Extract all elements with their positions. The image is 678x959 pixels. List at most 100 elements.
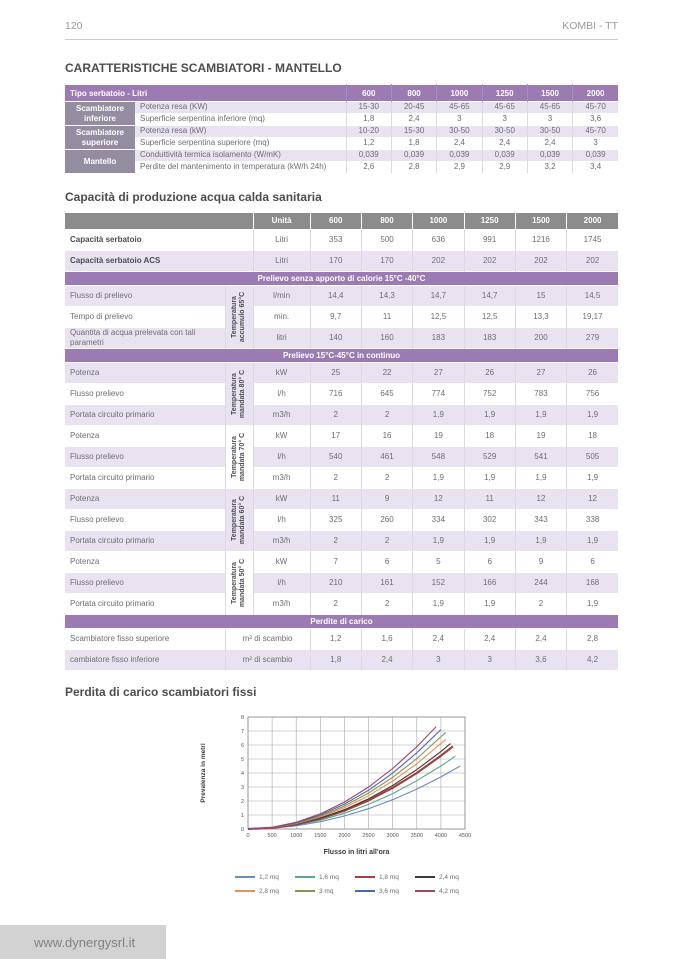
value-cell: 2 <box>360 467 413 488</box>
legend-swatch-icon <box>235 890 255 892</box>
table-row: Scambiatore fisso superiore m² di scambio… <box>65 628 618 649</box>
unit-cell: l/min <box>252 285 311 306</box>
column-header: 1000 <box>436 84 483 102</box>
group-header-cell: Scambiatore inferiore <box>65 101 136 126</box>
unit-cell: m² di scambio <box>224 649 311 670</box>
unit-column-header: Unità <box>252 212 311 229</box>
value-cell: 152 <box>412 572 465 593</box>
value-cell: 26 <box>566 362 618 383</box>
table-row: Tempo di prelievo min. 9,7 11 12,5 12,5 13,3 19… <box>65 306 618 327</box>
value-cell: 12,5 <box>463 306 516 327</box>
value-cell: 14,7 <box>412 285 465 306</box>
value-cell: 0,039 <box>526 149 573 162</box>
unit-cell: l/h <box>252 572 311 593</box>
legend-item: 2,4 mq <box>415 874 475 881</box>
svg-text:2000: 2000 <box>338 833 350 839</box>
value-cell: 334 <box>412 509 465 530</box>
row-label: Superficie serpentina superiore (mq) <box>140 138 270 148</box>
unit-cell: Litri <box>252 250 311 271</box>
value-cell: 2 <box>309 593 362 614</box>
value-cell: 15-30 <box>345 101 392 114</box>
vertical-group-label: Temperatura mandata 60° C <box>224 488 254 551</box>
value-cell: 15 <box>514 285 567 306</box>
unit-cell: m3/h <box>252 404 311 425</box>
table-row: Capacità serbatoio Litri 353 500 636 991 1216 1… <box>65 229 618 250</box>
table-row: Flusso prelievo l/h 210 161 152 166 244 168 <box>65 572 618 593</box>
row-label: Portata circuito primario <box>70 598 155 608</box>
value-cell: 11 <box>309 488 362 509</box>
unit-cell: l/h <box>252 446 311 467</box>
legend-item: 4,2 mq <box>415 888 475 895</box>
row-label: Scambiatore fisso superiore <box>70 633 170 643</box>
row-label: Tempo di prelievo <box>70 311 133 321</box>
row-label: Conduttività termica isolamento (W/mK) <box>135 149 347 162</box>
table-row: Superficie serpentina superiore (mq) 1,2 1… <box>65 137 618 150</box>
value-cell: 260 <box>360 509 413 530</box>
value-cell: 1,9 <box>463 404 516 425</box>
legend-item: 1,2 mq <box>235 874 295 881</box>
value-cell: 325 <box>309 509 362 530</box>
section2-title: Capacità di produzione acqua calda sanit… <box>65 189 322 204</box>
table2-corner-header <box>65 212 254 229</box>
unit-cell: kW <box>252 551 311 572</box>
value-cell: 3,4 <box>572 161 618 173</box>
value-cell: 3 <box>481 113 528 126</box>
value-cell: 1,9 <box>412 593 465 614</box>
value-cell: 210 <box>309 572 362 593</box>
unit-cell: kW <box>252 488 311 509</box>
column-header: 600 <box>309 212 362 229</box>
value-cell: 0,039 <box>345 149 392 162</box>
value-cell: 18 <box>566 425 618 446</box>
value-cell: 244 <box>514 572 567 593</box>
svg-text:2500: 2500 <box>362 833 374 839</box>
value-cell: 11 <box>463 488 516 509</box>
value-cell: 9,7 <box>309 306 362 327</box>
value-cell: 12,5 <box>412 306 465 327</box>
svg-text:1: 1 <box>241 813 244 819</box>
svg-text:4500: 4500 <box>459 833 471 839</box>
page-header: 120 KOMBI - TT <box>65 0 618 40</box>
value-cell: 529 <box>463 446 516 467</box>
value-cell: 2 <box>360 404 413 425</box>
svg-text:500: 500 <box>268 833 277 839</box>
svg-text:7: 7 <box>241 729 244 735</box>
brand-label: KOMBI - TT <box>562 20 618 32</box>
value-cell: 2 <box>309 530 362 551</box>
value-cell: 200 <box>514 327 567 348</box>
value-cell: 0,039 <box>390 149 437 162</box>
value-cell: 22 <box>360 362 413 383</box>
group-header-cell: Scambiatore superiore <box>65 125 136 150</box>
value-cell: 14,7 <box>463 285 516 306</box>
svg-text:8: 8 <box>241 715 244 721</box>
value-cell: 13,3 <box>514 306 567 327</box>
section1-title: CARATTERISTICHE SCAMBIATORI - MANTELLO <box>65 61 342 75</box>
value-cell: 45-70 <box>572 125 618 138</box>
group-header-cell: Mantello <box>65 149 136 174</box>
column-header: 2000 <box>566 212 618 229</box>
svg-text:1000: 1000 <box>290 833 302 839</box>
value-cell: 1,9 <box>566 404 618 425</box>
row-label: Flusso prelievo <box>70 388 124 398</box>
row-label: Potenza <box>65 488 226 509</box>
legend-label: 3 mq <box>319 887 334 895</box>
value-cell: 3,2 <box>526 161 573 173</box>
value-cell: 2,4 <box>412 628 465 649</box>
svg-text:1500: 1500 <box>314 833 326 839</box>
value-cell: 170 <box>360 250 413 271</box>
value-cell: 2,8 <box>390 161 437 173</box>
legend-swatch-icon <box>415 876 435 878</box>
column-header: 1500 <box>514 212 567 229</box>
band-title: Prelievo 15°C-45°C in continuo <box>65 347 618 363</box>
value-cell: 279 <box>566 327 618 348</box>
svg-text:6: 6 <box>241 743 244 749</box>
svg-text:0: 0 <box>246 833 249 839</box>
value-cell: 2,4 <box>514 628 567 649</box>
table-row: Scambiatore inferiore Potenza resa (KW) 15… <box>65 101 618 126</box>
unit-cell: l/h <box>252 383 311 404</box>
value-cell: 6 <box>566 551 618 572</box>
table-row: Scambiatore superiore Potenza resa (kW) 10… <box>65 125 618 150</box>
value-cell: 2,8 <box>566 628 618 649</box>
value-cell: 1,9 <box>412 467 465 488</box>
value-cell: 27 <box>514 362 567 383</box>
